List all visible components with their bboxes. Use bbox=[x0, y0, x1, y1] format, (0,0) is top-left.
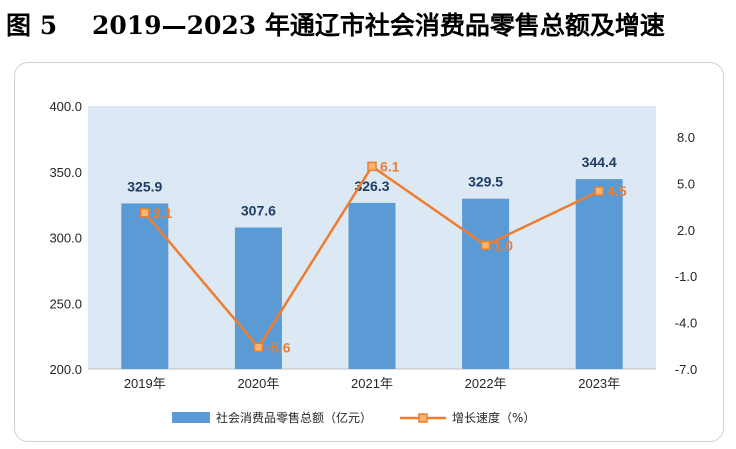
y-right-tick-label: 5.0 bbox=[677, 176, 695, 191]
y-left-tick-label: 200.0 bbox=[49, 362, 82, 377]
bar bbox=[462, 198, 510, 369]
bar-value-label: 344.4 bbox=[582, 154, 617, 170]
y-right-tick-label: -7.0 bbox=[675, 362, 697, 377]
y-right-tick-label: -4.0 bbox=[675, 316, 697, 331]
growth-point bbox=[367, 161, 377, 172]
legend-line-marker bbox=[418, 413, 428, 423]
x-tick-label: 2019年 bbox=[124, 376, 166, 391]
growth-value-label: 3.1 bbox=[153, 205, 173, 221]
legend-line-label: 增长速度（%） bbox=[452, 410, 535, 425]
y-left-tick-label: 250.0 bbox=[49, 296, 82, 311]
figure-title: 图 5 2019—2023 年通辽市社会消费品零售总额及增速 bbox=[6, 4, 665, 48]
y-right-tick-label: 2.0 bbox=[677, 223, 695, 238]
x-tick-label: 2021年 bbox=[351, 376, 393, 391]
bar bbox=[121, 203, 169, 369]
legend-bar-swatch bbox=[172, 412, 210, 423]
figure-title-text: 2019—2023 年通辽市社会消费品零售总额及增速 bbox=[92, 11, 665, 40]
legend-bar-label: 社会消费品零售总额（亿元） bbox=[216, 410, 372, 425]
growth-point bbox=[594, 186, 604, 196]
y-right-tick-label: 8.0 bbox=[677, 130, 695, 145]
y-right-tick-label: -1.0 bbox=[675, 269, 697, 284]
growth-point bbox=[140, 208, 150, 218]
y-left-tick-label: 400.0 bbox=[49, 99, 82, 114]
bar-value-label: 329.5 bbox=[468, 174, 503, 190]
growth-value-label: 1.0 bbox=[494, 237, 514, 253]
growth-point bbox=[480, 240, 491, 251]
growth-value-label: -5.6 bbox=[266, 339, 290, 355]
growth-value-label: 6.1 bbox=[380, 158, 400, 174]
x-tick-label: 2023年 bbox=[578, 376, 620, 391]
figure-number: 图 5 bbox=[6, 11, 58, 40]
bar-value-label: 307.6 bbox=[241, 203, 276, 219]
y-left-tick-label: 300.0 bbox=[49, 231, 82, 246]
x-tick-label: 2022年 bbox=[465, 376, 507, 391]
y-left-tick-label: 350.0 bbox=[49, 165, 82, 180]
x-tick-label: 2020年 bbox=[237, 376, 279, 391]
growth-point bbox=[253, 342, 264, 353]
bar bbox=[348, 202, 396, 369]
growth-value-label: 4.5 bbox=[607, 183, 627, 199]
bar bbox=[575, 179, 623, 369]
bar-value-label: 325.9 bbox=[127, 178, 162, 194]
